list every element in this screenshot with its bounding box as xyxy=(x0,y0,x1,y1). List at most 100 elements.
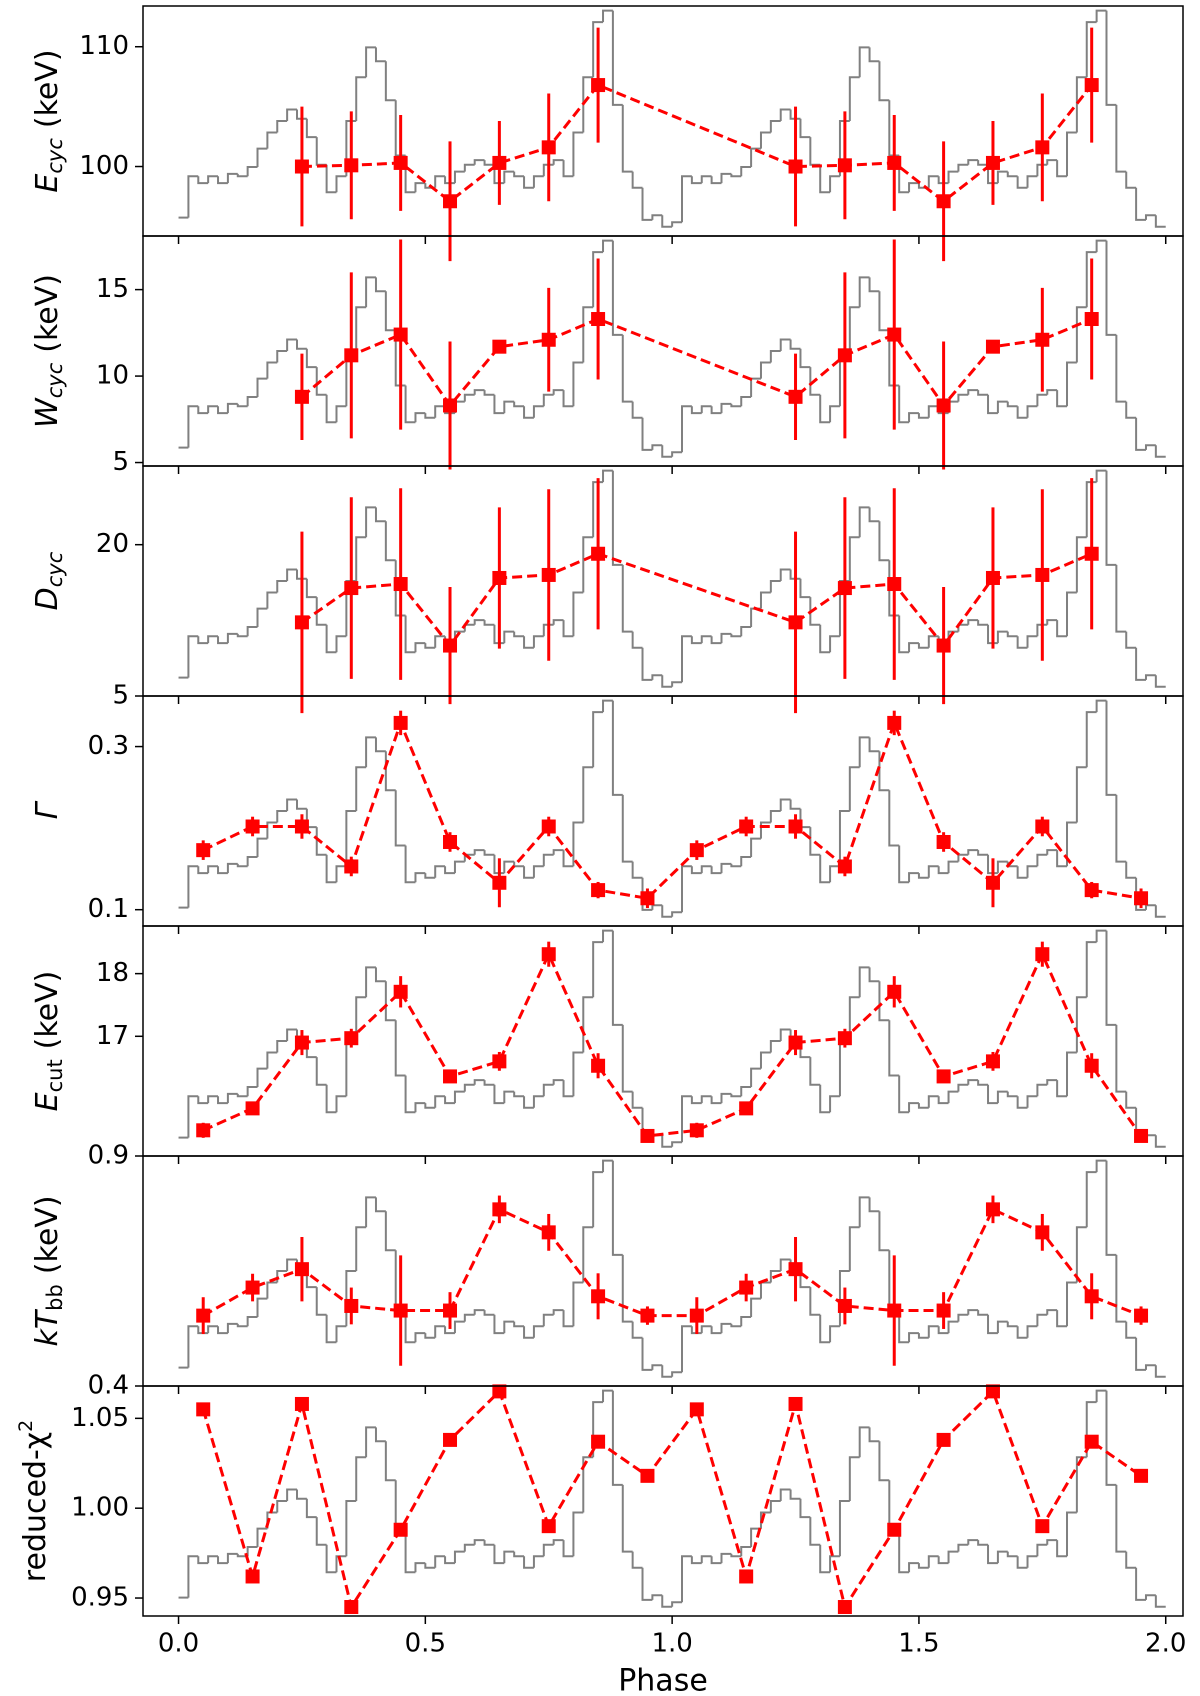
marker xyxy=(788,1262,803,1277)
profile-step xyxy=(1016,1096,1028,1109)
profile-step xyxy=(434,405,446,418)
profile-step xyxy=(503,1550,515,1564)
profile-step xyxy=(493,394,505,415)
profile-step xyxy=(592,941,604,998)
profile-step xyxy=(532,1095,544,1108)
profile-step xyxy=(987,624,998,645)
marker xyxy=(788,819,803,834)
profile-step xyxy=(305,348,317,369)
profile-step xyxy=(335,635,347,653)
profile-step xyxy=(681,1095,692,1143)
profile-step xyxy=(1115,794,1127,863)
profile-step xyxy=(246,856,258,867)
profile-step xyxy=(414,182,426,193)
profile-step xyxy=(987,394,998,415)
profile-step xyxy=(740,1086,752,1097)
profile-step xyxy=(513,631,525,638)
profile-step xyxy=(848,76,860,121)
profile-step xyxy=(384,1441,396,1482)
profile-step xyxy=(197,176,209,185)
profile-step xyxy=(434,1095,446,1108)
profile-step xyxy=(1115,1484,1127,1553)
y-label-main: kT xyxy=(30,1308,65,1346)
marker xyxy=(788,159,803,174)
profile-step xyxy=(898,1075,910,1114)
profile-step xyxy=(1036,853,1048,867)
marker xyxy=(1084,883,1099,898)
profile-step xyxy=(1144,1594,1156,1600)
marker xyxy=(443,1069,458,1084)
profile-step xyxy=(1135,877,1146,911)
profile-step xyxy=(937,1556,949,1565)
profile-step xyxy=(335,175,347,193)
profile-step xyxy=(532,635,544,648)
profile-step xyxy=(335,865,347,883)
profile-step xyxy=(276,120,288,133)
marker xyxy=(788,615,803,630)
profile-step xyxy=(582,766,594,823)
profile-step xyxy=(236,1323,248,1328)
profile-step xyxy=(611,700,623,796)
profile-step xyxy=(631,1321,643,1339)
profile-step xyxy=(967,849,979,855)
profile-step xyxy=(858,1426,870,1458)
profile-step xyxy=(681,865,692,913)
profile-step xyxy=(592,481,604,538)
profile-step xyxy=(947,860,959,874)
profile-step xyxy=(1066,1051,1077,1097)
profile-step xyxy=(246,396,258,407)
profile-step xyxy=(493,164,505,185)
profile-step xyxy=(374,737,386,753)
profile-step xyxy=(197,1096,209,1105)
profile-step xyxy=(641,1567,653,1601)
profile-step xyxy=(296,109,307,120)
profile-step xyxy=(1056,390,1068,408)
profile-step xyxy=(700,1325,712,1334)
marker xyxy=(640,1308,655,1323)
profile-step xyxy=(1016,1556,1028,1569)
profile-step xyxy=(1075,76,1087,133)
profile-step xyxy=(868,47,880,63)
profile-step xyxy=(947,1550,959,1564)
marker xyxy=(985,875,1000,890)
profile-step xyxy=(1075,1226,1087,1283)
profile-step xyxy=(523,1326,534,1339)
profile-step xyxy=(641,877,653,911)
profile-step xyxy=(384,1211,396,1252)
profile-step xyxy=(1046,1079,1058,1085)
y-tick-label: 18 xyxy=(96,958,129,988)
profile-step xyxy=(286,568,298,581)
profile-step xyxy=(1026,1555,1038,1568)
profile-step xyxy=(799,118,811,139)
profile-step xyxy=(424,1103,436,1109)
y-label-main: W xyxy=(30,397,65,428)
profile-step xyxy=(947,1090,959,1104)
profile-step xyxy=(197,1556,209,1565)
profile-step xyxy=(1046,1539,1058,1545)
profile-step xyxy=(434,1555,446,1568)
profile-step xyxy=(838,580,850,637)
profile-step xyxy=(1075,766,1087,823)
profile-step xyxy=(463,1543,475,1552)
profile-step xyxy=(365,1196,376,1228)
profile-step xyxy=(602,239,613,253)
profile-step xyxy=(1125,171,1137,189)
profile-step xyxy=(602,929,613,943)
marker xyxy=(344,158,359,173)
profile-step xyxy=(473,1539,485,1545)
profile-step xyxy=(1036,1083,1048,1097)
profile-step xyxy=(483,850,495,856)
profile-step xyxy=(621,104,633,173)
profile-step xyxy=(779,798,791,811)
profile-step xyxy=(542,853,554,867)
marker xyxy=(443,194,458,209)
profile-step xyxy=(829,865,840,883)
profile-step xyxy=(730,403,742,408)
profile-step xyxy=(937,1326,949,1335)
y-tick-label: 15 xyxy=(96,274,129,304)
profile-step xyxy=(1026,405,1038,418)
profile-step xyxy=(246,626,258,637)
y-label-main: reduced-χ xyxy=(18,1432,53,1582)
profile-step xyxy=(444,1556,455,1565)
